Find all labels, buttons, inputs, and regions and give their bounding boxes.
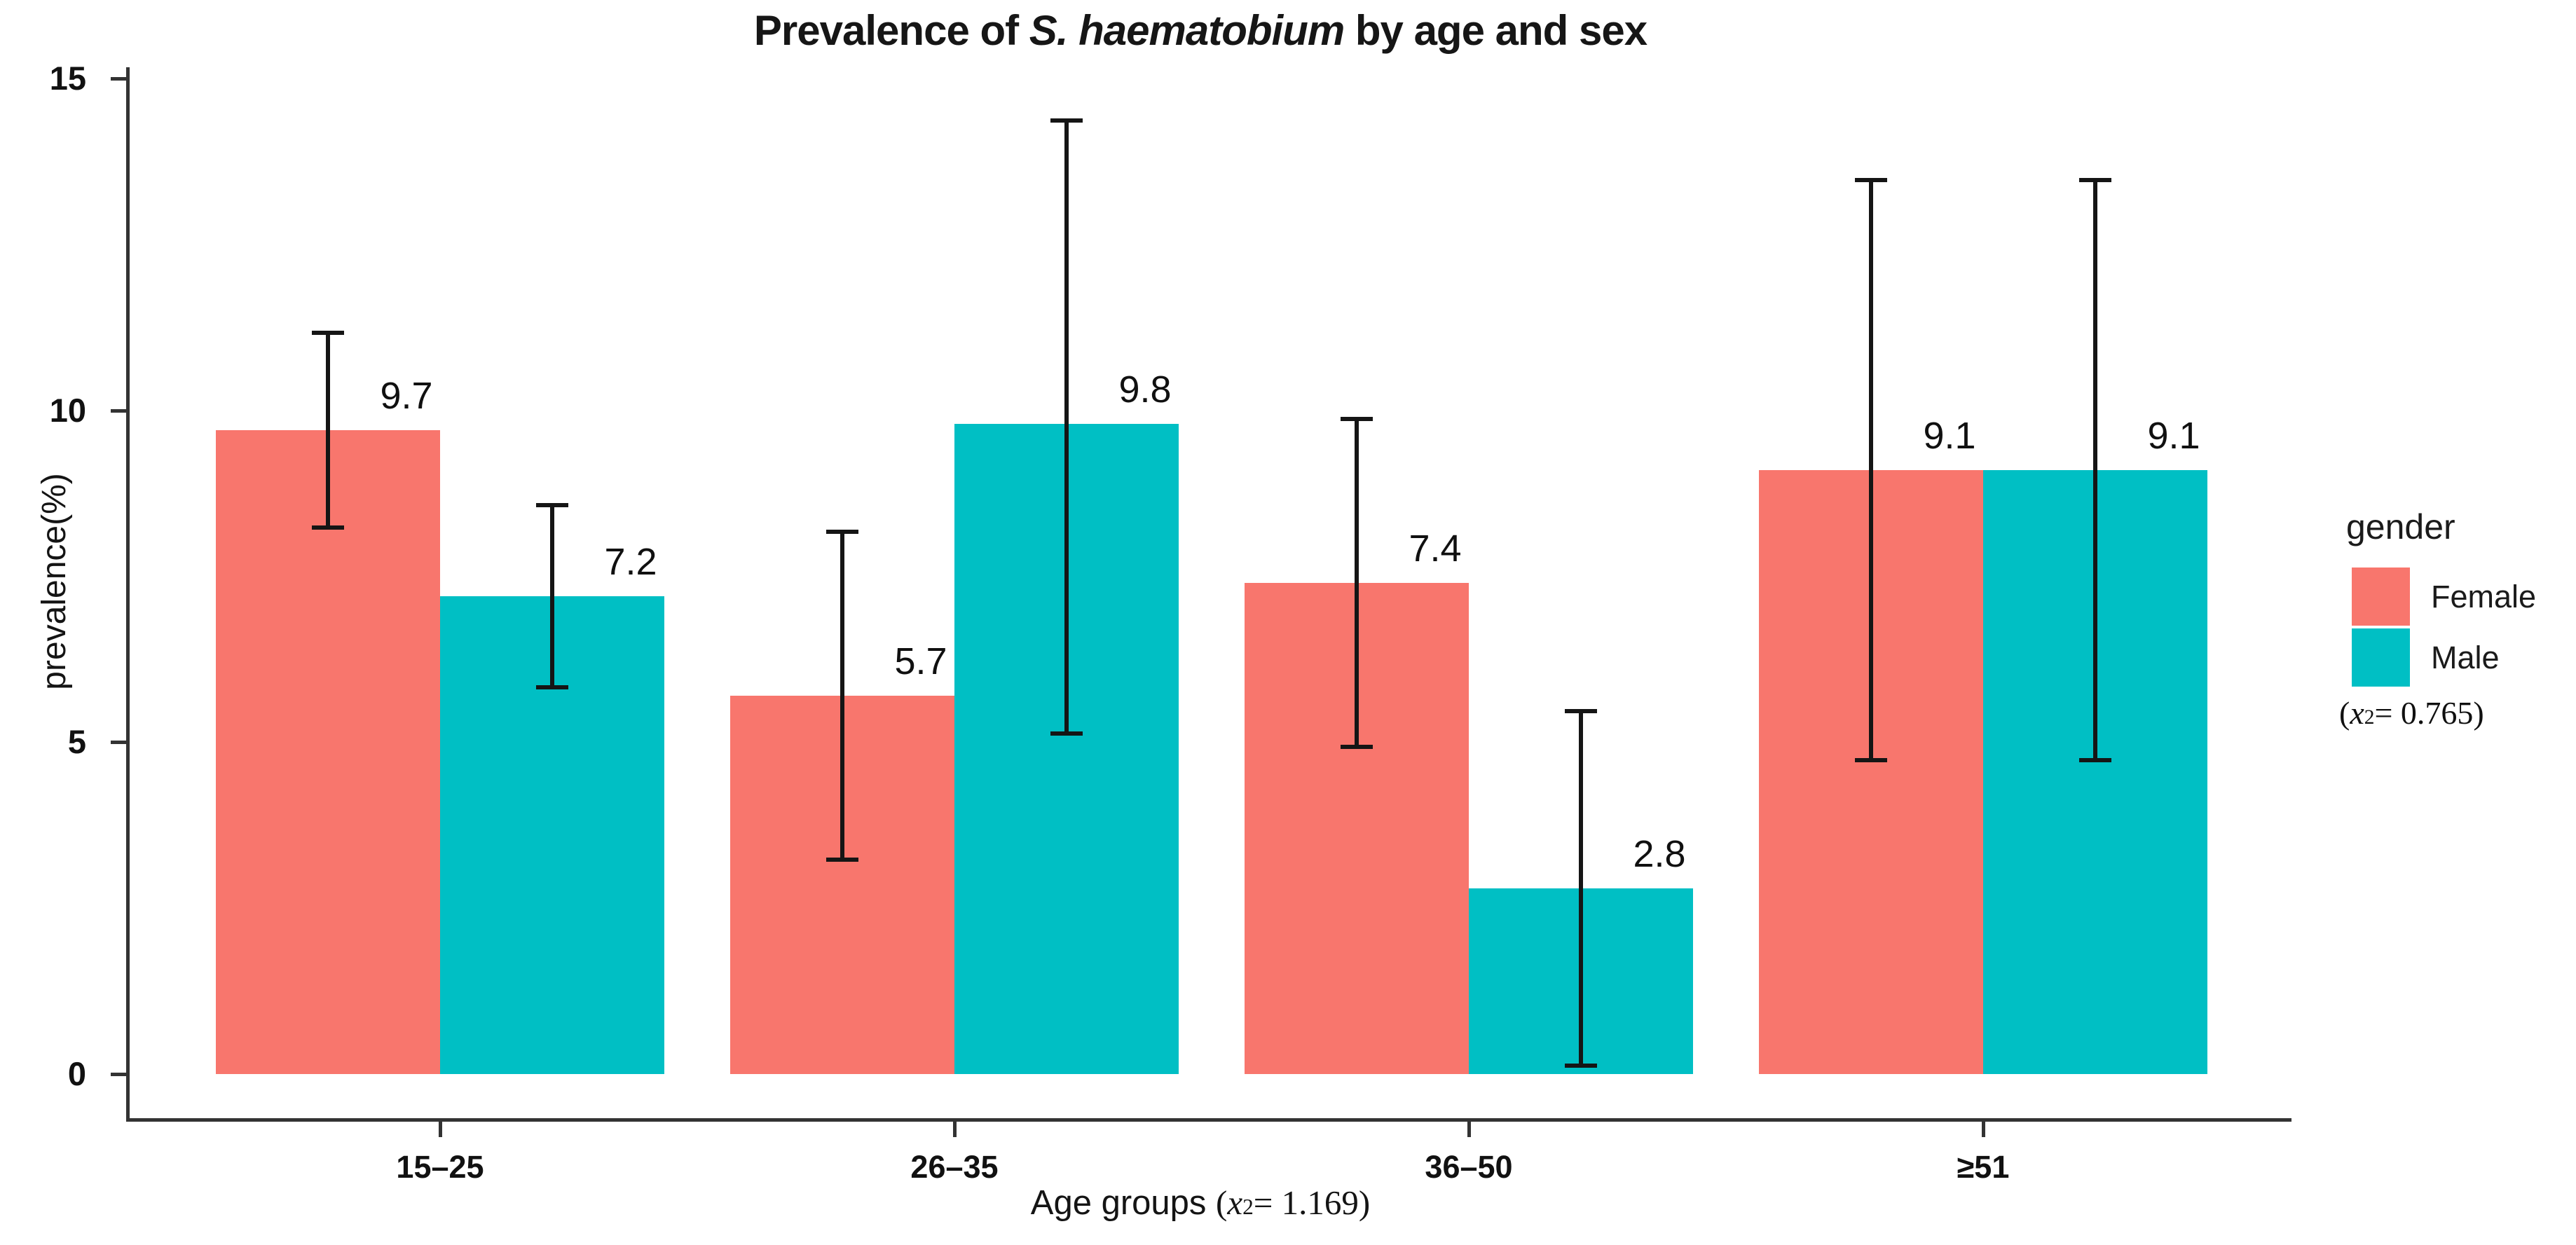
error-bar-cap-top bbox=[1050, 118, 1083, 123]
error-bar-cap-top bbox=[1565, 708, 1597, 713]
error-bar-cap-bottom bbox=[2079, 757, 2111, 762]
y-tick-label: 15 bbox=[49, 60, 86, 97]
x-tick-mark bbox=[953, 1122, 957, 1137]
y-tick-mark bbox=[111, 408, 126, 413]
error-bar-cap-top bbox=[826, 530, 858, 535]
error-bar-cap-top bbox=[1855, 178, 1887, 183]
x-tick-label: 15–25 bbox=[396, 1149, 484, 1185]
error-bar-line bbox=[550, 503, 554, 689]
legend-swatch-female bbox=[2352, 568, 2410, 626]
error-bar-cap-bottom bbox=[1855, 757, 1887, 762]
x-axis-chi-square-note: (x2= 1.169) bbox=[1216, 1183, 1371, 1222]
error-bar-cap-top bbox=[536, 503, 568, 508]
bar-female-0 bbox=[216, 430, 440, 1074]
error-bar-cap-top bbox=[2079, 178, 2111, 183]
x-tick-mark bbox=[1467, 1122, 1471, 1137]
error-bar-line bbox=[1064, 118, 1069, 736]
error-bar-cap-bottom bbox=[826, 857, 858, 862]
x-tick-label: 26–35 bbox=[910, 1149, 999, 1185]
x-axis-title-text: Age groups bbox=[1030, 1184, 1207, 1222]
y-tick-mark bbox=[111, 77, 126, 81]
x-axis-line bbox=[126, 1118, 2291, 1122]
bar-value-label: 9.1 bbox=[1923, 414, 1976, 457]
chart-title-species: S. haematobium bbox=[1029, 7, 1345, 54]
error-bar-cap-top bbox=[312, 331, 344, 336]
bar-value-label: 9.1 bbox=[2147, 414, 2200, 457]
x-tick-label: ≥51 bbox=[1957, 1149, 2010, 1185]
error-bar-cap-bottom bbox=[312, 525, 344, 530]
error-bar-line bbox=[326, 331, 330, 530]
chart-title-prefix: Prevalence of bbox=[753, 7, 1029, 54]
error-bar-cap-bottom bbox=[1565, 1063, 1597, 1068]
error-bar-cap-bottom bbox=[536, 685, 568, 689]
y-tick-label: 5 bbox=[67, 723, 86, 761]
error-bar-line bbox=[1355, 417, 1359, 749]
error-bar-line bbox=[840, 530, 844, 862]
legend-label-female: Female bbox=[2431, 579, 2537, 614]
y-tick-mark bbox=[111, 1073, 126, 1076]
chart-title: Prevalence of S. haematobium by age and … bbox=[0, 6, 2401, 56]
error-bar-line bbox=[1869, 178, 1873, 762]
legend-title: gender bbox=[2346, 507, 2455, 546]
x-tick-mark bbox=[439, 1122, 442, 1137]
chart-title-suffix: by age and sex bbox=[1344, 7, 1647, 54]
legend-chi-square-note: (x2= 0.765) bbox=[2339, 695, 2484, 731]
legend-item-female: Female bbox=[2352, 568, 2536, 626]
bar-value-label: 7.4 bbox=[1409, 527, 1462, 570]
legend-label-male: Male bbox=[2431, 640, 2500, 675]
bar-value-label: 7.2 bbox=[604, 540, 657, 583]
y-tick-label: 10 bbox=[49, 391, 86, 429]
y-tick-mark bbox=[111, 741, 126, 745]
y-tick-label: 0 bbox=[67, 1055, 86, 1092]
x-axis-title: Age groups (x2= 1.169) bbox=[710, 1183, 1691, 1223]
error-bar-cap-bottom bbox=[1341, 744, 1373, 749]
error-bar-cap-bottom bbox=[1050, 731, 1083, 736]
bar-value-label: 9.8 bbox=[1118, 368, 1172, 411]
x-tick-mark bbox=[1982, 1122, 1985, 1137]
error-bar-line bbox=[1579, 708, 1583, 1068]
bar-value-label: 9.7 bbox=[380, 375, 433, 418]
legend-item-male: Male bbox=[2352, 628, 2500, 687]
y-axis-line bbox=[126, 67, 130, 1122]
x-tick-label: 36–50 bbox=[1425, 1149, 1513, 1185]
error-bar-line bbox=[2093, 178, 2097, 762]
error-bar-cap-top bbox=[1341, 417, 1373, 422]
bar-value-label: 2.8 bbox=[1633, 832, 1686, 875]
bar-value-label: 5.7 bbox=[894, 640, 947, 683]
legend-swatch-male bbox=[2352, 628, 2410, 687]
